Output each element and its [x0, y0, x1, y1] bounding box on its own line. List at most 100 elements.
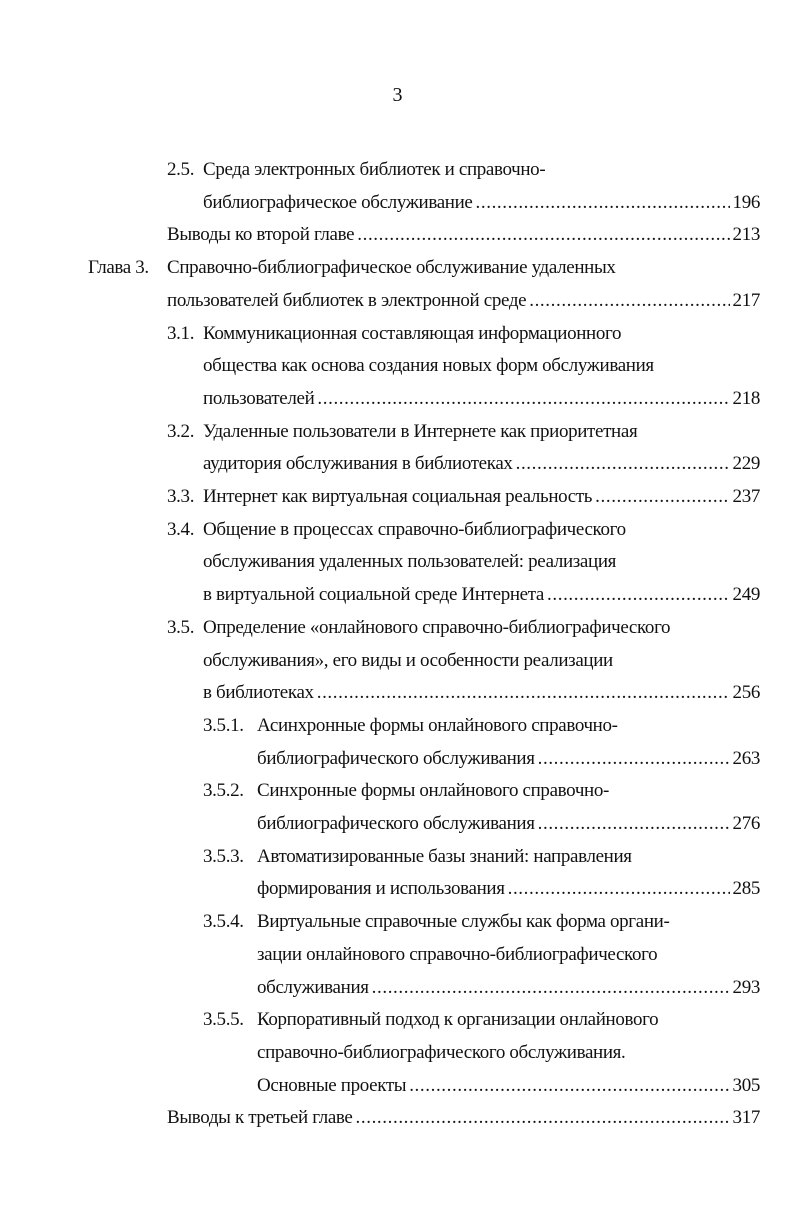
- dot-leader: [547, 582, 730, 608]
- toc-entry-line: Определение «онлайнового справочно-библи…: [203, 615, 760, 641]
- toc-entry-page: 256: [732, 682, 761, 704]
- dot-leader: [476, 190, 730, 216]
- toc-entry-title: обслуживания», его виды и особенности ре…: [203, 649, 613, 671]
- toc-entry-number: 2.5.: [167, 159, 195, 180]
- toc-entry-number: 3.2.: [167, 420, 195, 442]
- toc-entry-page: 317: [732, 1107, 761, 1129]
- toc-entry-line: в виртуальной социальной среде Интернета…: [203, 582, 760, 608]
- toc-entry-page: 196: [732, 191, 761, 213]
- toc-entry-title: Интернет как виртуальная социальная реал…: [203, 486, 593, 507]
- toc-entry-line: Основные проекты 305: [257, 1073, 760, 1099]
- toc-entry-line: библиографического обслуживания 263: [257, 746, 760, 772]
- toc-entry-title: в библиотеках: [203, 682, 314, 704]
- toc-entry-line: Интернет как виртуальная социальная реал…: [203, 484, 760, 510]
- toc-entry-line: пользователей библиотек в электронной ср…: [167, 288, 760, 314]
- toc-entry-line: обслуживания», его виды и особенности ре…: [203, 648, 760, 674]
- toc-entry-title: аудитория обслуживания в библиотеках: [203, 453, 513, 475]
- toc-entry-title: Выводы к третьей главе: [167, 1107, 353, 1129]
- toc-entry-title: Коммуникационная составляющая информацио…: [203, 322, 622, 344]
- toc-entry-page: 293: [732, 976, 761, 998]
- toc-entry-number: 3.5.4.: [203, 911, 244, 933]
- toc-entry-number: 3.5.2.: [203, 780, 244, 802]
- toc-entry-page: 263: [732, 747, 761, 769]
- toc-entry-page: 218: [732, 387, 761, 409]
- toc-entry-page: 237: [732, 486, 761, 507]
- toc-entry-line: библиографическое обслуживание 196: [203, 190, 760, 216]
- toc-entry-line: Автоматизированные базы знаний: направле…: [257, 844, 760, 870]
- toc-entry-page: 305: [732, 1074, 761, 1096]
- toc-entry-number: Глава 3.: [88, 257, 149, 279]
- dot-leader: [317, 386, 729, 412]
- toc-entry-page: 276: [732, 813, 761, 834]
- toc-entry-line: пользователей 218: [203, 386, 760, 412]
- toc-entry-page: 285: [732, 878, 761, 900]
- toc-entry-line: общества как основа создания новых форм …: [203, 353, 760, 379]
- dot-leader: [538, 746, 730, 772]
- toc-entry-line: Асинхронные формы онлайнового справочно-: [257, 713, 760, 739]
- toc-entry-page: 217: [732, 289, 761, 311]
- toc-entry-number: 3.3.: [167, 486, 195, 507]
- toc-entry-line: обслуживания удаленных пользователей: ре…: [203, 549, 760, 575]
- toc-entry-page: 213: [732, 224, 761, 246]
- dot-leader: [595, 484, 729, 510]
- toc-entry-title: обслуживания удаленных пользователей: ре…: [203, 551, 617, 573]
- toc-entry-page: 249: [732, 584, 761, 606]
- toc-entry-number: 3.5.1.: [203, 714, 244, 736]
- toc-entry-title: пользователей: [203, 387, 315, 409]
- dot-leader: [538, 811, 730, 837]
- toc-entry-title: Автоматизированные базы знаний: направле…: [257, 845, 632, 867]
- toc-entry-number: 3.5.5.: [203, 1009, 244, 1031]
- toc-entry-line: Общение в процессах справочно-библиограф…: [203, 517, 760, 543]
- toc-entry-title: Определение «онлайнового справочно-библи…: [203, 616, 671, 638]
- toc-entry-title: пользователей библиотек в электронной ср…: [167, 289, 527, 311]
- toc-entry-line: в библиотеках 256: [203, 680, 760, 706]
- toc-entry-line: Виртуальные справочные службы как форма …: [257, 909, 760, 935]
- toc-entry-title: Выводы ко второй главе: [167, 224, 355, 246]
- toc-entry-title: Корпоративный подход к организации онлай…: [257, 1009, 659, 1031]
- page-number: 3: [392, 84, 403, 106]
- toc-entry-title: библиографическое обслуживание: [203, 191, 473, 213]
- toc-entry-number: 3.5.3.: [203, 845, 244, 867]
- dot-leader: [372, 975, 730, 1001]
- dot-leader: [357, 222, 729, 248]
- toc-entry-title: библиографического обслуживания: [257, 813, 535, 834]
- toc-entry-title: Общение в процессах справочно-библиограф…: [203, 518, 626, 540]
- dot-leader: [409, 1073, 729, 1099]
- dot-leader: [356, 1105, 730, 1131]
- toc-entry-line: обслуживания 293: [257, 975, 760, 1001]
- toc-entry-line: аудитория обслуживания в библиотеках 229: [203, 451, 760, 477]
- toc-entry-line: Коммуникационная составляющая информацио…: [203, 321, 760, 347]
- toc-entry-title: Среда электронных библиотек и справочно-: [203, 159, 546, 180]
- toc-entry-title: справочно-библиографического обслуживани…: [257, 1041, 626, 1063]
- toc-entry-line: Синхронные формы онлайнового справочно-: [257, 778, 760, 804]
- toc-entry-line: справочно-библиографического обслуживани…: [257, 1040, 760, 1066]
- toc-entry-number: 3.1.: [167, 322, 195, 344]
- toc-entry-title: общества как основа создания новых форм …: [203, 355, 654, 377]
- toc-entry-line: Выводы ко второй главе 213: [167, 222, 760, 248]
- toc-entry-title: формирования и использования: [257, 878, 505, 900]
- dot-leader: [508, 876, 730, 902]
- toc-entry-title: в виртуальной социальной среде Интернета: [203, 584, 545, 606]
- toc-entry-title: Основные проекты: [257, 1074, 407, 1096]
- toc-entry-title: библиографического обслуживания: [257, 747, 535, 769]
- toc-entry-title: зации онлайнового справочно-библиографич…: [257, 943, 658, 965]
- toc-entry-number: 3.4.: [167, 518, 195, 540]
- toc-entry-line: библиографического обслуживания 276: [257, 811, 760, 837]
- toc-entry-title: Удаленные пользователи в Интернете как п…: [203, 420, 638, 442]
- toc-entry-line: формирования и использования 285: [257, 876, 760, 902]
- toc-entry-line: Справочно-библиографическое обслуживание…: [167, 255, 760, 281]
- toc-entry-line: Среда электронных библиотек и справочно-: [203, 157, 760, 183]
- toc-entry-title: Асинхронные формы онлайнового справочно-: [257, 714, 618, 736]
- toc-entry-page: 229: [732, 453, 761, 475]
- dot-leader: [317, 680, 730, 706]
- toc-entry-title: обслуживания: [257, 976, 369, 998]
- dot-leader: [516, 451, 730, 477]
- toc-entry-line: зации онлайнового справочно-библиографич…: [257, 942, 760, 968]
- toc-entry-line: Удаленные пользователи в Интернете как п…: [203, 419, 760, 445]
- toc-entry-number: 3.5.: [167, 616, 195, 638]
- toc-entry-title: Синхронные формы онлайнового справочно-: [257, 780, 609, 802]
- dot-leader: [529, 288, 729, 314]
- toc-entry-line: Корпоративный подход к организации онлай…: [257, 1007, 760, 1033]
- toc-entry-line: Выводы к третьей главе 317: [167, 1105, 760, 1131]
- toc-entry-title: Виртуальные справочные службы как форма …: [257, 911, 670, 933]
